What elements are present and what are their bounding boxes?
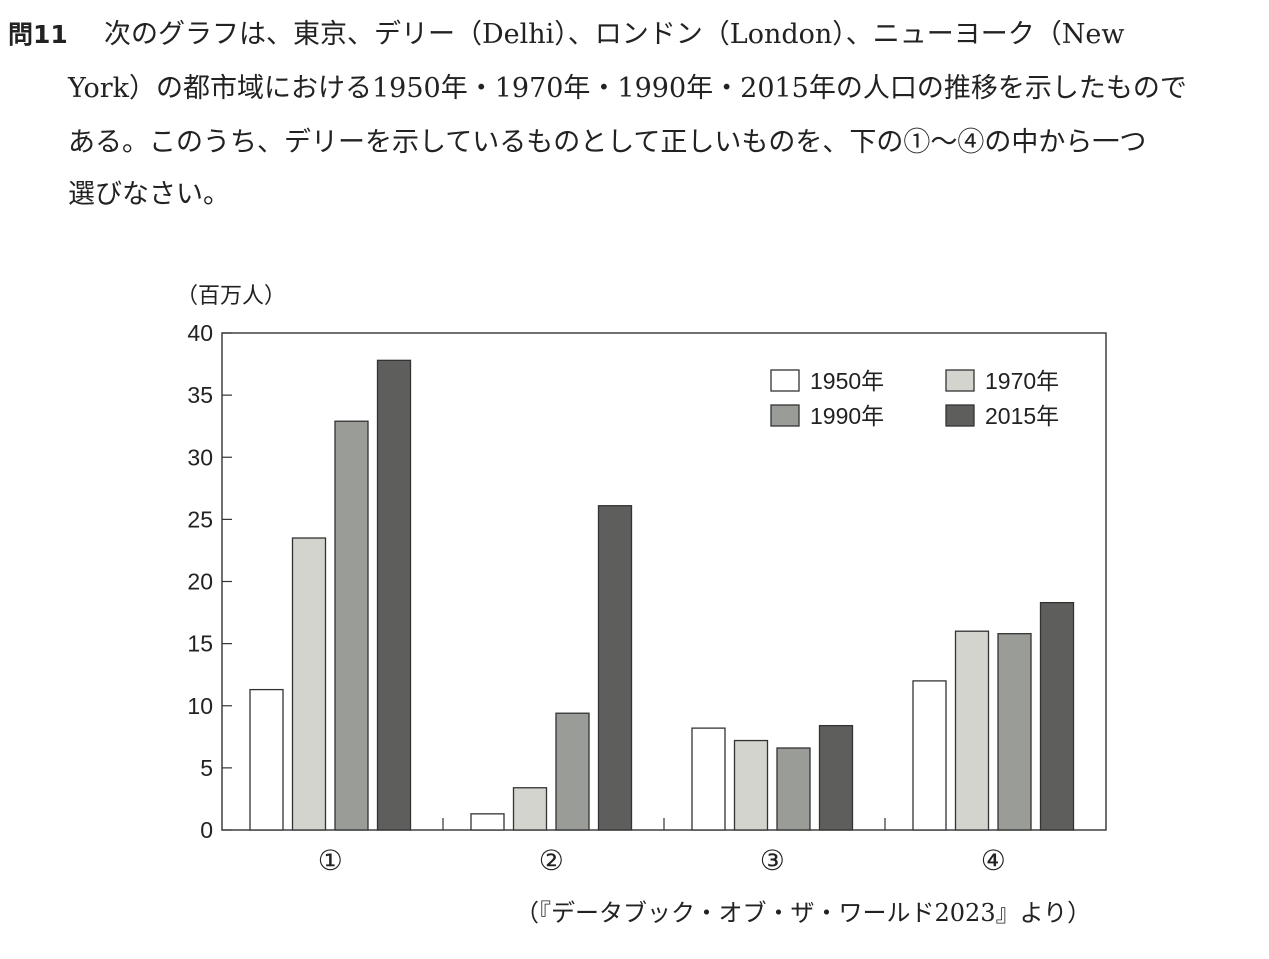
legend-label: 1990年 [810, 403, 884, 429]
bar-2-1990年 [555, 712, 590, 831]
question-line-4: 選びなさい。 [68, 179, 230, 210]
question-line-3: ある。このうち、デリーを示しているものとして正しいものを、下の①～④の中から一つ [68, 127, 1147, 158]
question-line-2: York）の都市域における1950年・1970年・1990年・2015年の人口の… [68, 73, 1187, 104]
legend-label: 2015年 [985, 403, 1059, 429]
bar-3-1970年 [733, 739, 769, 831]
bar-3-1950年 [691, 727, 726, 831]
bar-4-1990年 [997, 633, 1032, 831]
bar-1-2015年 [376, 359, 412, 831]
y-tick-label: 30 [187, 444, 213, 470]
y-tick-label: 15 [187, 631, 213, 657]
x-category-label: ① [318, 844, 343, 877]
bar-3-2015年 [818, 724, 854, 831]
y-tick-label: 10 [187, 693, 213, 719]
y-axis-unit-label: （百万人） [176, 283, 286, 308]
question-line-1: 次のグラフは、東京、デリー（Delhi）、ロンドン（London）、ニューヨーク… [104, 19, 1125, 50]
source-note: （『データブック・オブ・ザ・ワールド2023』より） [515, 899, 1092, 927]
bar-1-1970年 [291, 537, 327, 831]
bar-1-1950年 [249, 688, 284, 831]
legend-swatch [945, 404, 975, 427]
bar-1-1990年 [334, 420, 369, 831]
x-category-label: ③ [760, 844, 785, 877]
y-tick-label: 40 [187, 320, 213, 346]
bar-2-2015年 [597, 505, 633, 831]
bar-4-1970年 [954, 630, 990, 831]
x-category-label: ④ [981, 844, 1006, 877]
y-tick-label: 35 [187, 382, 213, 408]
bar-3-1990年 [776, 747, 811, 831]
y-tick-label: 5 [200, 755, 213, 781]
legend-label: 1970年 [985, 368, 1059, 394]
bar-4-2015年 [1039, 601, 1075, 831]
y-tick-label: 20 [187, 569, 213, 595]
bar-4-1950年 [912, 680, 947, 831]
y-tick-label: 0 [200, 817, 213, 843]
legend-swatch [945, 369, 975, 392]
legend-label: 1950年 [810, 368, 884, 394]
y-tick-label: 25 [187, 506, 213, 532]
question-number: 問11 [8, 20, 68, 49]
x-category-label: ② [539, 844, 564, 877]
legend-swatch [770, 404, 800, 427]
bar-2-1950年 [470, 813, 505, 831]
legend-swatch [770, 369, 800, 392]
bar-2-1970年 [512, 787, 548, 831]
